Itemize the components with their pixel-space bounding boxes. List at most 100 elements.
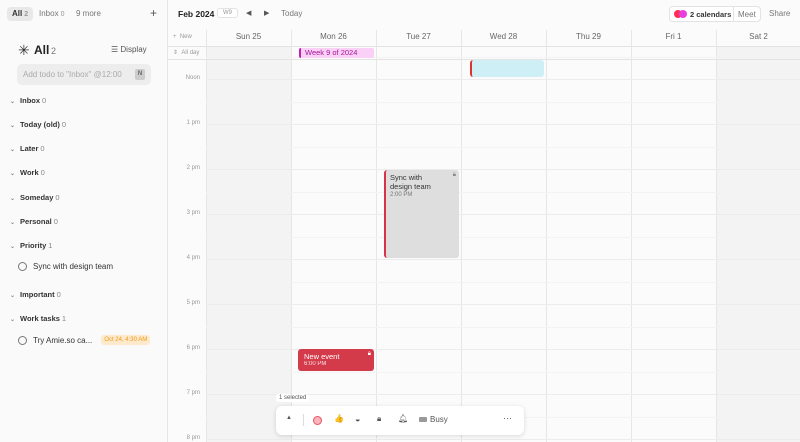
day-column-divider — [546, 30, 547, 442]
section-label: Priority — [20, 241, 47, 250]
allday-toggle[interactable]: ⇕ All day — [173, 50, 200, 56]
share-button[interactable]: Share — [769, 9, 791, 18]
hour-line — [206, 259, 800, 260]
hour-line — [206, 439, 800, 440]
display-button[interactable]: ☰ Display — [111, 45, 147, 54]
section-header[interactable]: ⌄ Today (old) 0 — [10, 120, 66, 129]
chevron-down-icon: ⌄ — [10, 317, 16, 323]
day-header[interactable]: Sun 25 — [235, 32, 262, 41]
allday-event[interactable]: Week 9 of 2024 — [299, 48, 374, 58]
day-header[interactable]: Tue 27 — [406, 32, 431, 41]
event-toolbar: ▲ 👍 ◒ 🔒︎ 🔔︎ Busy ··· — [276, 406, 524, 435]
section-count: 0 — [55, 193, 60, 202]
new-event-button[interactable]: + New — [173, 34, 192, 40]
event-time: 6:00 PM — [304, 361, 327, 367]
busy-button[interactable]: Busy — [419, 415, 448, 424]
week-badge: W9 — [217, 8, 238, 18]
calendar-color-dot — [679, 10, 687, 18]
checkbox-icon[interactable] — [18, 262, 27, 271]
day-header[interactable]: Thu 29 — [576, 32, 601, 41]
section-label: Important — [20, 290, 55, 299]
today-button[interactable]: Today — [281, 9, 303, 18]
day-header[interactable]: Fri 1 — [665, 32, 682, 41]
calendar-event-selected[interactable]: New event 6:00 PM 🔒︎ — [298, 349, 374, 371]
section-label: Today (old) — [20, 120, 60, 129]
todo-item[interactable]: Try Amie.so ca... Oct 24, 4:30 AM — [18, 335, 151, 345]
section-header[interactable]: ⌄ Work 0 — [10, 168, 45, 177]
calendars-button[interactable]: 2 calendars — [690, 10, 732, 19]
color-picker-button[interactable] — [313, 416, 322, 425]
hour-line — [206, 124, 800, 125]
section-header[interactable]: ⌄ Personal 0 — [10, 217, 58, 226]
hour-line — [206, 304, 800, 305]
add-todo-placeholder: Add todo to "Inbox" @12:00 — [23, 70, 122, 79]
section-label: Inbox — [20, 96, 41, 105]
sidebar: All 2 Inbox 0 9 more + ✳ All 2 ☰ Display A… — [0, 0, 168, 442]
hour-line — [206, 79, 800, 80]
page-title: All — [34, 43, 50, 57]
time-label: 7 pm — [186, 390, 200, 396]
tab-all[interactable]: All 2 — [7, 7, 34, 21]
section-header[interactable]: ⌄ Later 0 — [10, 144, 45, 153]
section-count: 1 — [48, 241, 53, 250]
plus-icon[interactable]: + — [150, 6, 158, 20]
day-column-divider — [376, 30, 377, 442]
new-label: New — [179, 34, 192, 40]
lock-icon: 🔒︎ — [452, 172, 456, 178]
day-header[interactable]: Wed 28 — [489, 32, 518, 41]
chevron-down-icon: ⌄ — [10, 244, 16, 250]
calendars-group: 2 calendars Meet — [669, 6, 761, 22]
time-label: 2 pm — [186, 165, 200, 171]
event-title: New event — [304, 352, 340, 361]
checkbox-icon[interactable] — [18, 335, 27, 345]
date-badge: Oct 24, 4:30 AM — [101, 335, 151, 345]
day-column-divider — [631, 30, 632, 442]
bell-icon[interactable]: 🔔︎ — [398, 414, 409, 423]
day-column-divider — [461, 30, 462, 442]
next-week-button[interactable]: ▶ — [264, 10, 270, 17]
collapse-icon[interactable]: ▲ — [286, 415, 292, 421]
tab-inbox[interactable]: Inbox 0 — [34, 7, 69, 21]
time-label: 1 pm — [186, 120, 200, 126]
day-header[interactable]: Mon 26 — [320, 32, 347, 41]
tab-label: All — [12, 9, 23, 18]
section-label: Someday — [20, 193, 54, 202]
hour-line — [206, 349, 800, 350]
section-header[interactable]: ⌄ Inbox 0 — [10, 96, 46, 105]
event-time: 2:00 PM — [390, 192, 413, 198]
section-header[interactable]: ⌄ Priority 1 — [10, 241, 52, 250]
section-label: Work tasks — [20, 314, 60, 323]
tab-more[interactable]: 9 more — [76, 9, 101, 18]
chevron-down-icon: ⌄ — [10, 99, 16, 105]
shortcut-badge: N — [135, 69, 145, 80]
section-header[interactable]: ⌄ Work tasks 1 — [10, 314, 66, 323]
section-count: 0 — [61, 120, 67, 129]
thumbs-up-icon[interactable]: 👍 — [334, 414, 344, 423]
section-label: Personal — [20, 217, 52, 226]
selection-count: 1 selected — [276, 394, 310, 402]
video-icon[interactable]: ◒ — [355, 414, 361, 424]
day-column-divider — [291, 30, 292, 442]
section-header[interactable]: ⌄ Someday 0 — [10, 193, 60, 202]
section-header[interactable]: ⌄ Important 0 — [10, 290, 61, 299]
lock-icon[interactable]: 🔒︎ — [377, 414, 382, 423]
chevron-down-icon: ⌄ — [10, 220, 16, 226]
prev-week-button[interactable]: ◀ — [246, 10, 252, 17]
month-title: Feb 2024 — [178, 9, 215, 19]
calendar-event[interactable] — [470, 60, 544, 77]
calendar-event[interactable]: Sync with design team 2:00 PM 🔒︎ — [384, 170, 459, 258]
hour-line — [206, 394, 800, 395]
section-count: 0 — [42, 96, 47, 105]
title-count: 2 — [51, 46, 57, 56]
section-count: 0 — [40, 144, 45, 153]
chevron-down-icon: ⌄ — [10, 123, 16, 129]
chevron-down-icon: ⌄ — [10, 171, 16, 177]
more-icon[interactable]: ··· — [503, 413, 512, 423]
meet-button[interactable]: Meet — [738, 10, 756, 19]
todo-item[interactable]: Sync with design team — [18, 262, 113, 271]
section-label: Work — [20, 168, 39, 177]
busy-icon — [419, 417, 427, 422]
add-todo-input[interactable]: Add todo to "Inbox" @12:00 N — [17, 64, 151, 85]
tab-label: Inbox — [39, 9, 59, 18]
day-header[interactable]: Sat 2 — [749, 32, 768, 41]
